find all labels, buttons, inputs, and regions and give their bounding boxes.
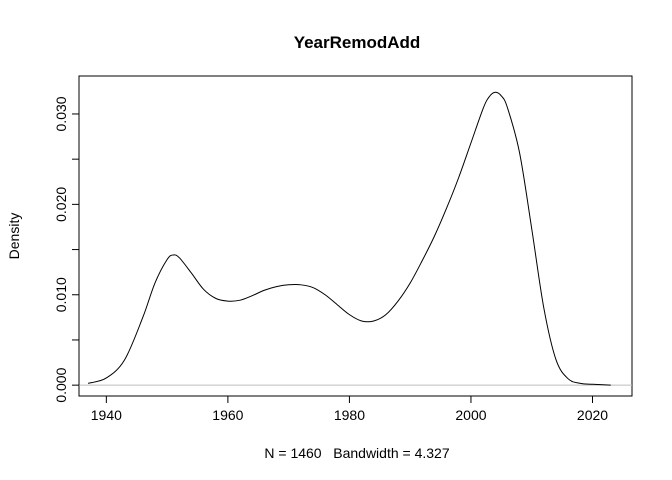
x-axis: 1940 1960 1980 2000 2020 <box>91 395 608 423</box>
x-tick-label: 2020 <box>577 407 608 423</box>
density-curve <box>87 91 611 386</box>
x-axis-label: N = 1460 Bandwidth = 4.327 <box>264 445 449 461</box>
x-tick-label: 2000 <box>455 407 486 423</box>
x-tick-label: 1960 <box>212 407 243 423</box>
y-axis-label: Density <box>6 213 22 260</box>
y-tick-label: 0.000 <box>53 367 69 402</box>
y-tick-label: 0.030 <box>53 96 69 131</box>
x-tick-label: 1980 <box>334 407 365 423</box>
y-tick-label: 0.010 <box>53 277 69 312</box>
plot-frame <box>78 75 633 397</box>
x-tick-label: 1940 <box>91 407 122 423</box>
y-tick-label: 0.020 <box>53 187 69 222</box>
y-axis: 0.000 0.010 0.020 0.030 <box>53 96 80 403</box>
chart-title: YearRemodAdd <box>294 33 421 52</box>
